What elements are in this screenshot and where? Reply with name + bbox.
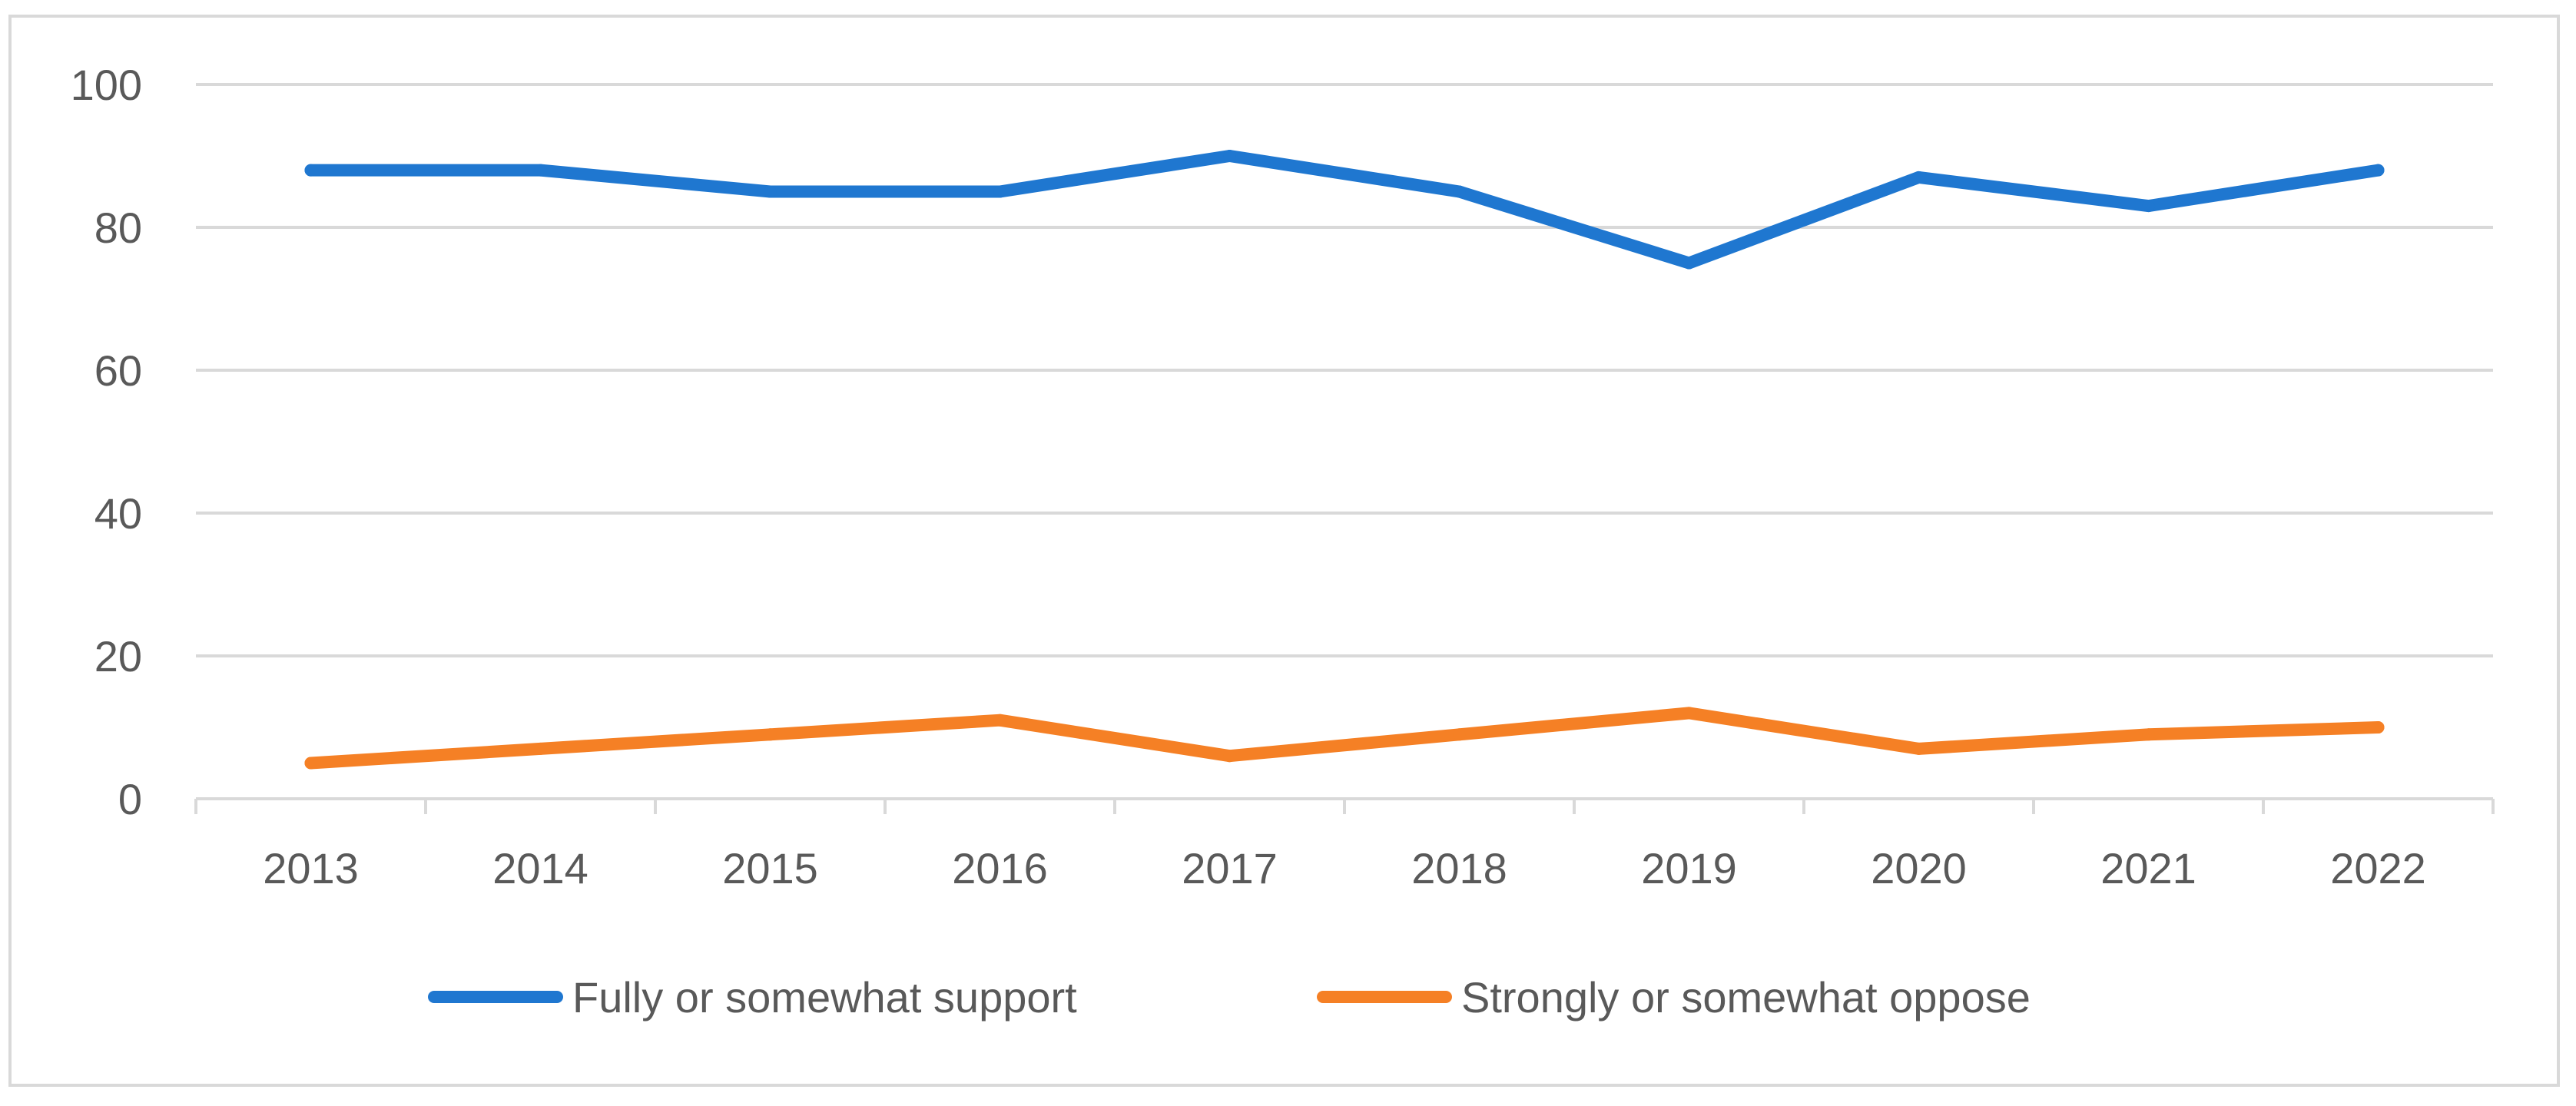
- x-tick-label: 2016: [952, 844, 1048, 892]
- series-lines: [304, 150, 2385, 770]
- x-tick-label: 2021: [2100, 844, 2196, 892]
- x-tick-label: 2014: [492, 844, 588, 892]
- legend-label: Strongly or somewhat oppose: [1461, 973, 2031, 1022]
- data-point: [993, 714, 1006, 727]
- x-tick-label: 2015: [722, 844, 818, 892]
- data-point: [2372, 164, 2385, 177]
- data-point: [1912, 742, 1925, 755]
- data-point: [1453, 728, 1466, 741]
- x-tick-label: 2020: [1871, 844, 1967, 892]
- y-tick-label: 80: [94, 204, 142, 252]
- data-point: [764, 185, 777, 198]
- data-point: [993, 185, 1006, 198]
- data-point: [534, 742, 547, 755]
- data-point: [304, 164, 317, 177]
- data-point: [764, 728, 777, 741]
- data-point: [304, 757, 317, 770]
- y-tick-label: 40: [94, 489, 142, 538]
- x-tick-label: 2019: [1641, 844, 1737, 892]
- legend-label: Fully or somewhat support: [572, 973, 1077, 1022]
- x-tick-label: 2022: [2330, 844, 2426, 892]
- series-line-1: [304, 150, 2385, 270]
- series-line-2: [304, 707, 2385, 770]
- y-tick-label: 0: [118, 775, 142, 823]
- data-point: [1223, 750, 1236, 763]
- data-point: [1912, 171, 1925, 184]
- data-point: [2142, 200, 2155, 213]
- x-tick-label: 2018: [1411, 844, 1507, 892]
- x-axis: [194, 797, 2495, 814]
- data-point: [1453, 185, 1466, 198]
- chart-frame: [8, 15, 2560, 1087]
- y-tick-label: 60: [94, 346, 142, 395]
- gridlines: [196, 83, 2493, 657]
- data-point: [2372, 721, 2385, 733]
- x-tick-label: 2017: [1182, 844, 1278, 892]
- data-point: [534, 164, 547, 177]
- data-point: [1683, 257, 1696, 270]
- x-axis-tick-labels: 2013 2014 2015 2016 2017 2018 2019 2020 2021 2022: [263, 844, 2426, 892]
- x-tick-label: 2013: [263, 844, 359, 892]
- y-axis-tick-labels: 0 20 40 60 80 100: [71, 61, 142, 823]
- y-tick-label: 20: [94, 632, 142, 680]
- y-tick-label: 100: [71, 61, 142, 109]
- data-point: [2142, 728, 2155, 741]
- data-point: [1223, 150, 1236, 162]
- legend: Fully or somewhat support Strongly or som…: [428, 973, 2031, 1022]
- data-point: [1683, 707, 1696, 720]
